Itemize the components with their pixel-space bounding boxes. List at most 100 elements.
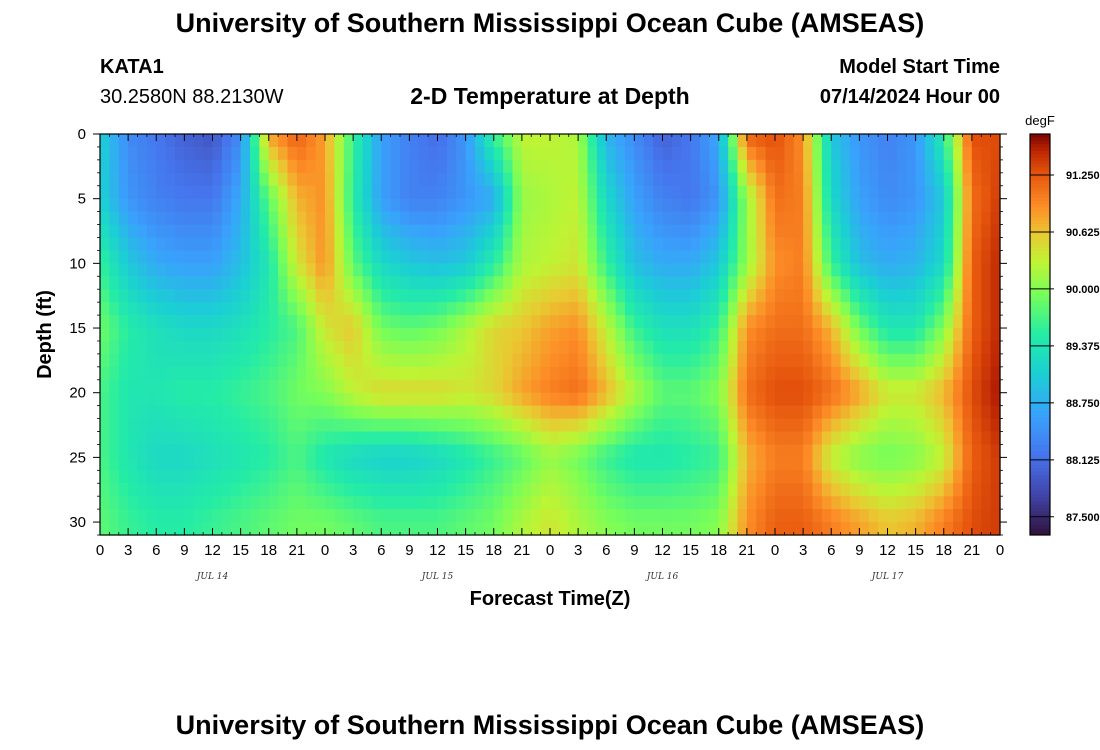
heatmap-cell: [700, 289, 710, 303]
heatmap-cell: [503, 483, 514, 497]
heatmap-cell: [437, 211, 448, 226]
heatmap-cell: [484, 470, 495, 484]
heatmap-cell: [709, 340, 720, 355]
heatmap-cell: [287, 431, 298, 446]
heatmap-cell: [381, 496, 392, 510]
heatmap-cell: [953, 172, 964, 187]
heatmap-cell: [175, 340, 185, 355]
heatmap-cell: [868, 418, 879, 433]
heatmap-cell: [315, 134, 326, 148]
colorbar-segment: [1030, 364, 1050, 369]
heatmap-cell: [878, 134, 889, 148]
heatmap-cell: [493, 496, 504, 510]
heatmap-cell: [962, 172, 973, 187]
heatmap-cell: [728, 366, 739, 381]
heatmap-cell: [221, 340, 232, 355]
heatmap-cell: [746, 328, 757, 342]
heatmap-cell: [353, 302, 364, 316]
x-tick-label: 6: [602, 542, 610, 559]
heatmap-cell: [878, 392, 889, 407]
heatmap-cell: [418, 134, 429, 148]
heatmap-cell: [662, 224, 673, 239]
heatmap-cell: [250, 392, 260, 407]
heatmap-cell: [493, 328, 504, 342]
heatmap-cell: [400, 224, 410, 239]
heatmap-cell: [362, 237, 373, 252]
heatmap-cell: [259, 172, 270, 187]
heatmap-cell: [681, 134, 692, 148]
heatmap-cell: [221, 134, 232, 148]
heatmap-cell: [850, 315, 860, 329]
colorbar-segment: [1030, 438, 1050, 442]
heatmap-cell: [540, 198, 551, 213]
heatmap-cell: [643, 146, 654, 161]
heatmap-cell: [625, 392, 635, 407]
heatmap-cell: [212, 457, 223, 471]
heatmap-cell: [831, 379, 842, 394]
heatmap-cell: [775, 146, 785, 161]
heatmap-cell: [906, 366, 917, 381]
heatmap-cell: [634, 457, 645, 471]
heatmap-cell: [278, 276, 289, 290]
heatmap-cell: [550, 379, 560, 394]
heatmap-cell: [990, 353, 1001, 368]
heatmap-cell: [268, 198, 279, 213]
heatmap-cell: [587, 237, 598, 252]
heatmap-cell: [371, 353, 382, 368]
heatmap-cell: [840, 198, 851, 213]
heatmap-cell: [859, 172, 870, 187]
heatmap-cell: [381, 522, 392, 536]
heatmap-cell: [400, 211, 410, 226]
heatmap-cell: [212, 263, 223, 277]
colorbar-segment: [1030, 518, 1050, 523]
heatmap-cell: [521, 328, 532, 342]
heatmap-cell: [662, 470, 673, 484]
heatmap-cell: [625, 315, 635, 329]
heatmap-cell: [165, 276, 176, 290]
heatmap-cell: [240, 457, 251, 471]
heatmap-cell: [353, 185, 364, 200]
colorbar-segment: [1030, 394, 1050, 399]
heatmap-cell: [362, 159, 373, 174]
heatmap-cell: [887, 250, 898, 264]
heatmap-cell: [934, 250, 945, 264]
heatmap-cell: [493, 315, 504, 329]
heatmap-cell: [362, 379, 373, 394]
heatmap-cell: [540, 340, 551, 355]
colorbar-segment: [1030, 391, 1050, 396]
heatmap-cell: [990, 211, 1001, 226]
heatmap-cell: [606, 366, 617, 381]
heatmap-cell: [896, 302, 907, 316]
heatmap-cell: [906, 470, 917, 484]
colorbar-segment: [1030, 314, 1050, 319]
heatmap-cell: [803, 211, 814, 226]
heatmap-cell: [615, 328, 626, 342]
heatmap-cell: [887, 315, 898, 329]
heatmap-cell: [812, 328, 823, 342]
heatmap-cell: [690, 379, 701, 394]
heatmap-cell: [128, 237, 139, 252]
heatmap-cell: [418, 353, 429, 368]
heatmap-cell: [896, 418, 907, 433]
plot-title: 2-D Temperature at Depth: [410, 83, 690, 109]
heatmap-cell: [559, 457, 570, 471]
heatmap-cell: [287, 444, 298, 458]
heatmap-cell: [531, 340, 542, 355]
heatmap-cell: [118, 237, 129, 252]
heatmap-cell: [615, 237, 626, 252]
heatmap-cell: [268, 509, 279, 523]
heatmap-cell: [896, 211, 907, 226]
heatmap-cell: [278, 405, 289, 420]
heatmap-cell: [475, 134, 485, 148]
heatmap-cell: [559, 431, 570, 446]
heatmap-cell: [925, 496, 935, 510]
heatmap-cell: [981, 522, 992, 536]
heatmap-cell: [400, 172, 410, 187]
heatmap-cell: [971, 211, 982, 226]
heatmap-cell: [643, 198, 654, 213]
heatmap-cell: [128, 263, 139, 277]
colorbar-segment: [1030, 294, 1050, 299]
heatmap-cell: [718, 366, 729, 381]
heatmap-cell: [887, 366, 898, 381]
heatmap-cell: [896, 185, 907, 200]
